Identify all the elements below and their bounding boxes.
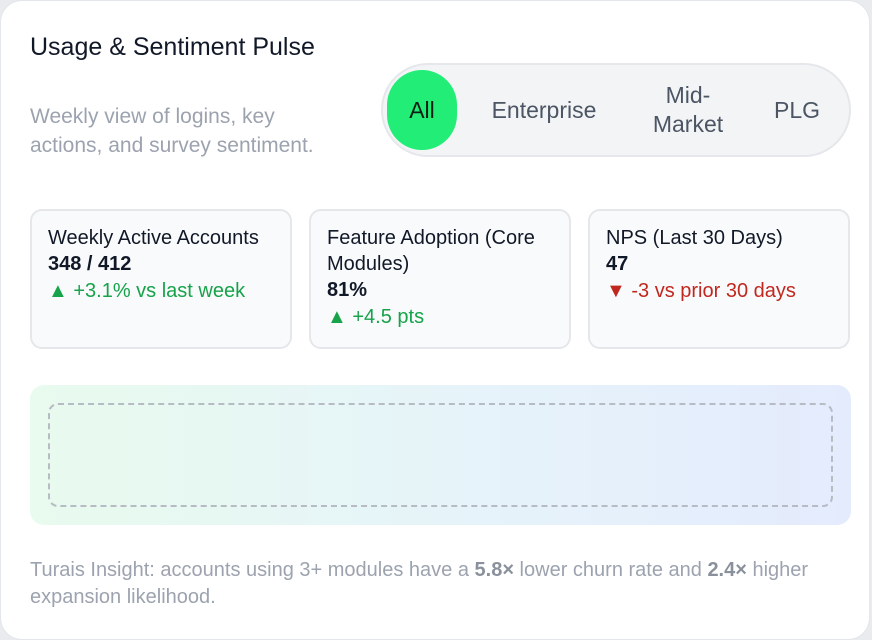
segment-mid-market[interactable]: Mid-Market — [652, 82, 724, 137]
chart-placeholder — [48, 403, 833, 507]
chart-banner — [30, 385, 851, 525]
insight-middle: lower churn rate and — [514, 559, 708, 581]
segment-all[interactable]: All — [387, 70, 457, 150]
insight-text: Turais Insight: accounts using 3+ module… — [30, 557, 840, 611]
segment-plg[interactable]: PLG — [773, 96, 821, 123]
metric-delta: ▼ -3 vs prior 30 days — [606, 280, 796, 302]
card-title: Usage & Sentiment Pulse — [30, 33, 315, 61]
churn-multiple: 5.8× — [474, 559, 514, 581]
segment-enterprise[interactable]: Enterprise — [491, 96, 597, 123]
expansion-multiple: 2.4× — [707, 559, 747, 581]
metric-label: Feature Adoption (Core Modules) — [327, 227, 535, 275]
insight-prefix: Turais Insight: accounts using 3+ module… — [30, 559, 475, 581]
metric-card-nps: NPS (Last 30 Days) 47 ▼ -3 vs prior 30 d… — [588, 209, 850, 349]
metric-delta: ▲ +4.5 pts — [327, 306, 425, 328]
card-subtitle: Weekly view of logins, key actions, and … — [30, 105, 314, 157]
metric-value: 348 / 412 — [48, 253, 132, 275]
metric-value: 81% — [327, 279, 368, 301]
metric-card-feature-adoption: Feature Adoption (Core Modules) 81% ▲ +4… — [309, 209, 571, 349]
metric-value: 47 — [606, 253, 629, 275]
metric-card-weekly-active-accounts: Weekly Active Accounts 348 / 412 ▲ +3.1%… — [30, 209, 292, 349]
metric-delta: ▲ +3.1% vs last week — [48, 280, 246, 302]
metric-label: Weekly Active Accounts — [48, 227, 259, 249]
metric-label: NPS (Last 30 Days) — [606, 227, 783, 249]
segment-filter: All Enterprise Mid-Market PLG — [381, 63, 851, 157]
insight-suffix: higher expansion likelihood. — [30, 559, 809, 608]
